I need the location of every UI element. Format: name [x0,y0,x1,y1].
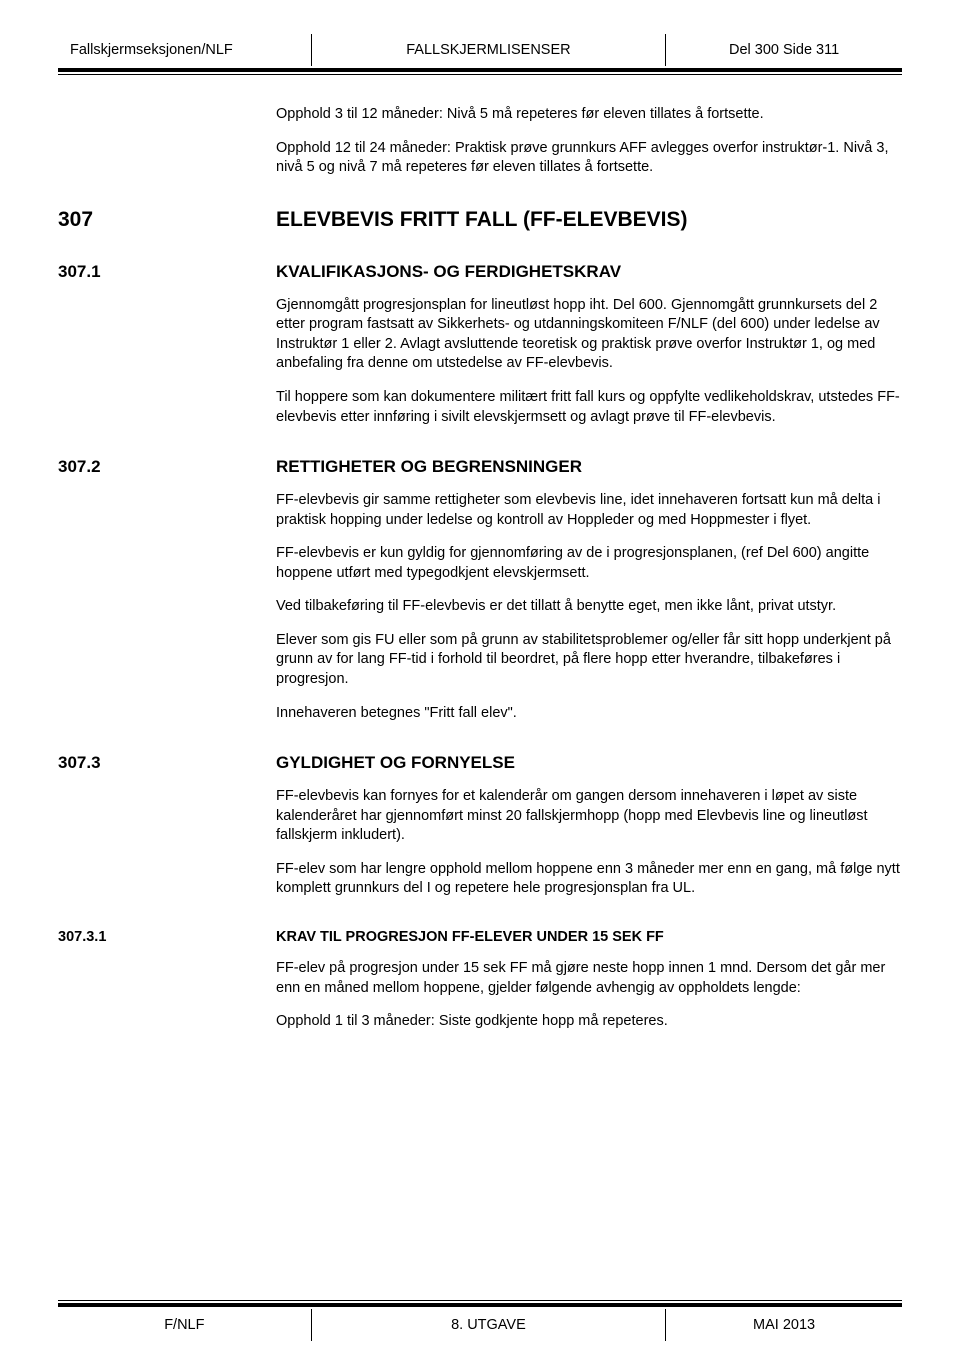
header-rule-thin [58,74,902,75]
section-307-3-1-title: KRAV TIL PROGRESJON FF-ELEVER UNDER 15 S… [276,929,902,945]
intro-body: Opphold 3 til 12 måneder: Nivå 5 må repe… [276,105,902,178]
section-307-2-num: 307.2 [58,457,276,477]
s30731-p2: Opphold 1 til 3 måneder: Siste godkjente… [276,1012,902,1032]
s3072-p2: FF-elevbevis er kun gyldig for gjennomfø… [276,544,902,583]
section-307-3-1: 307.3.1 KRAV TIL PROGRESJON FF-ELEVER UN… [58,929,902,945]
footer-center: 8. UTGAVE [311,1309,665,1341]
header-rule-thick [58,68,902,72]
section-307-1-title: KVALIFIKASJONS- OG FERDIGHETSKRAV [276,262,902,282]
section-307-3-title: GYLDIGHET OG FORNYELSE [276,753,902,773]
s30731-p1: FF-elev på progresjon under 15 sek FF må… [276,959,902,998]
section-307-3-1-body: FF-elev på progresjon under 15 sek FF må… [58,959,902,1032]
intro-p2: Opphold 12 til 24 måneder: Praktisk prøv… [276,139,902,178]
s3073-p1: FF-elevbevis kan fornyes for et kalender… [276,787,902,846]
section-307-2-title: RETTIGHETER OG BEGRENSNINGER [276,457,902,477]
intro-p1: Opphold 3 til 12 måneder: Nivå 5 må repe… [276,105,902,125]
header-left: Fallskjermseksjonen/NLF [58,34,311,66]
section-307-1-body: Gjennomgått progresjonsplan for lineutlø… [58,296,902,427]
section-307-3-body: FF-elevbevis kan fornyes for et kalender… [58,787,902,899]
section-307: 307 ELEVBEVIS FRITT FALL (FF-ELEVBEVIS) [58,208,902,232]
s3072-p1: FF-elevbevis gir samme rettigheter som e… [276,491,902,530]
intro-num-col [58,105,276,178]
footer-left: F/NLF [58,1309,311,1341]
footer-right: MAI 2013 [666,1309,902,1341]
s3072-p3: Ved tilbakeføring til FF-elevbevis er de… [276,597,902,617]
section-307-2-body: FF-elevbevis gir samme rettigheter som e… [58,491,902,723]
page: Fallskjermseksjonen/NLF FALLSKJERMLISENS… [0,0,960,1367]
section-307-num: 307 [58,208,276,232]
header-right: Del 300 Side 311 [666,34,902,66]
footer-rule-thin [58,1300,902,1301]
content: Opphold 3 til 12 måneder: Nivå 5 må repe… [58,105,902,1032]
section-307-3: 307.3 GYLDIGHET OG FORNYELSE [58,753,902,773]
intro-block: Opphold 3 til 12 måneder: Nivå 5 må repe… [58,105,902,178]
header-table: Fallskjermseksjonen/NLF FALLSKJERMLISENS… [58,34,902,66]
s3072-p5: Innehaveren betegnes "Fritt fall elev". [276,704,902,724]
section-307-1-num: 307.1 [58,262,276,282]
s3073-p2: FF-elev som har lengre opphold mellom ho… [276,860,902,899]
section-307-3-1-num: 307.3.1 [58,929,276,945]
footer-table: F/NLF 8. UTGAVE MAI 2013 [58,1309,902,1341]
section-307-3-num: 307.3 [58,753,276,773]
section-307-1: 307.1 KVALIFIKASJONS- OG FERDIGHETSKRAV [58,262,902,282]
footer-rule-thick [58,1303,902,1307]
footer: F/NLF 8. UTGAVE MAI 2013 [58,1300,902,1341]
s3072-p4: Elever som gis FU eller som på grunn av … [276,631,902,690]
section-307-title: ELEVBEVIS FRITT FALL (FF-ELEVBEVIS) [276,208,902,232]
s3071-p2: Til hoppere som kan dokumentere militært… [276,388,902,427]
s3071-p1: Gjennomgått progresjonsplan for lineutlø… [276,296,902,374]
header-center: FALLSKJERMLISENSER [311,34,665,66]
section-307-2: 307.2 RETTIGHETER OG BEGRENSNINGER [58,457,902,477]
